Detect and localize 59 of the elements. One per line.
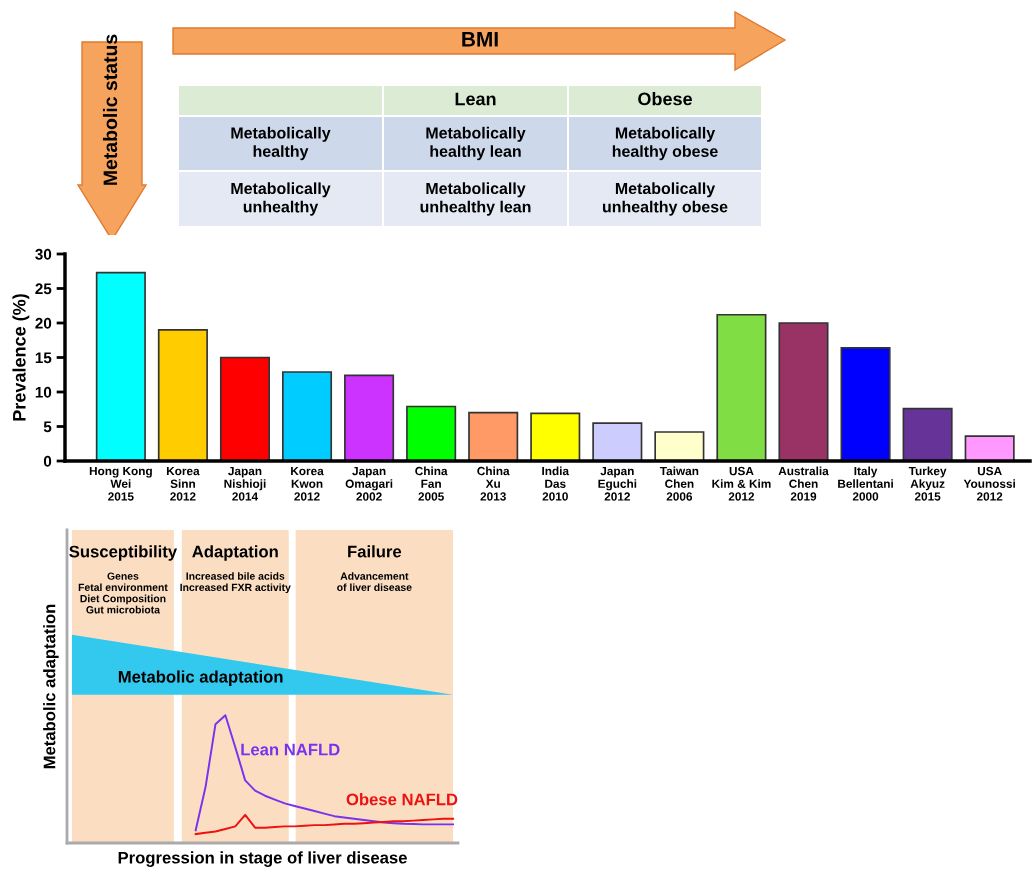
y-tick-label: 5 [43,421,52,433]
y-tick-label: 15 [35,352,52,364]
x-tick-label: Hong Kong Wei 2015 [89,466,152,501]
bar [902,407,953,461]
x-tick-label: China Fan 2005 [415,466,448,501]
text: Metabolically healthy obese [612,126,718,161]
series-label: Lean NAFLD [241,743,340,756]
bar [716,313,767,461]
text: Metabolic adaptation [118,670,283,686]
y-tick-label: 20 [35,317,52,329]
text: Susceptibility [69,545,178,561]
x-tick-label: USA Younossi 2012 [963,466,1015,501]
x-tick-label: Australia Chen 2019 [778,466,829,501]
x-tick-label: Japan Eguchi 2012 [598,466,637,501]
category-label: Obese [638,92,692,106]
text: Genes Fetal environment Diet Composition Gut microbiota [78,572,168,614]
x-tick-label: Korea Sinn 2012 [166,466,200,501]
text: Metabolically healthy lean [426,126,526,161]
text: Adaptation [192,545,278,561]
y-tick-label: 25 [35,283,52,295]
bar [344,374,395,461]
category-label: Lean [455,92,496,106]
bar [406,405,457,461]
bar [778,322,829,461]
bar [840,347,891,461]
x-tick-label: China Xu 2013 [477,466,510,501]
text: Metabolically unhealthy lean [420,182,531,216]
bar [219,356,271,461]
y-tick-label: 0 [43,455,52,467]
y-tick-label: 30 [35,248,52,260]
bar [468,411,519,461]
x-tick-label: Korea Kwon 2012 [291,466,324,501]
series-label: Obese NAFLD [346,793,458,806]
x-tick-label: Italy Bellentani 2000 [838,466,893,501]
text: Failure [348,545,402,558]
bar [592,422,643,461]
bar [964,435,1015,461]
text: BMI [462,32,498,47]
text: Metabolic status [102,34,118,185]
y-tick-label: 10 [35,386,52,398]
text: Increased bile acids Increased FXR activity [180,572,291,594]
text: Metabolically healthy [231,126,331,161]
y-axis-title: Prevalence (%) [12,294,30,421]
x-tick-label: USA Kim & Kim 2012 [712,466,771,501]
x-tick-label: India Das 2010 [542,466,570,501]
x-axis-title: Progression in stage of liver disease [118,851,407,867]
x-tick-label: Japan Omagari 2002 [345,466,393,501]
y-axis-title: Metabolic adaptation [43,604,59,769]
bar [157,329,208,461]
bar [654,431,705,461]
text: Advancement of liver disease [337,572,412,592]
bar [530,412,581,461]
bar [281,371,333,461]
x-tick-label: Turkey Akyuz 2015 [908,466,947,501]
x-tick-label: Japan Nishioji 2014 [224,466,266,501]
x-tick-label: Taiwan Chen 2006 [659,466,699,501]
text: Metabolically unhealthy obese [602,182,728,216]
text: Metabolically unhealthy [231,182,331,216]
bar [95,271,146,461]
